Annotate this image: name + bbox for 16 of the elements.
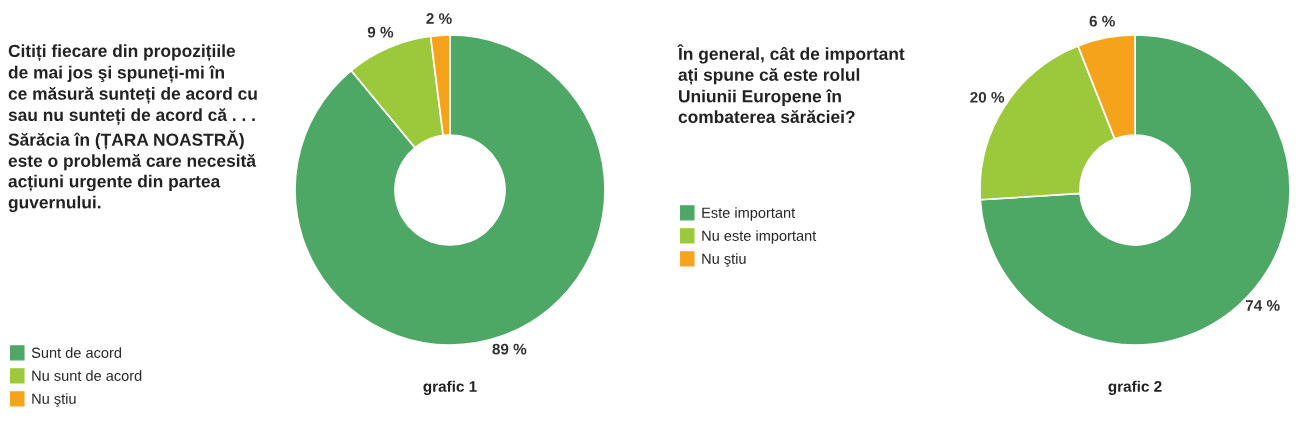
text: grafic 2	[1108, 380, 1162, 395]
text: În general, cât de important ați spune că este rolul Uniunii Europene în combaterea sărăciei?	[677, 44, 905, 124]
data-label: 74 %	[1245, 300, 1280, 311]
legend-label: Este important	[702, 207, 796, 221]
data-label: 89 %	[492, 343, 527, 355]
legend-label: Nu ştiu	[702, 253, 746, 267]
legend-label: Nu este important	[702, 230, 817, 244]
data-label: 20 %	[970, 91, 1005, 103]
data-label: 2 %	[426, 13, 452, 24]
data-label: 9 %	[367, 26, 394, 38]
text: Citiți fiecare din propozițiile de mai jos şi spuneți-mi în ce măsură sunteți de acord cu sau nu sunteți de acord că . . . Sărăcia în (ȚARA NOASTRĂ) este o problemă care necesită acțiuni urgente din partea guvernului.	[8, 44, 257, 213]
legend-label: Nu sunt de acord	[32, 370, 142, 381]
text: grafic 1	[423, 380, 477, 395]
legend-label: Nu ştiu	[32, 393, 76, 407]
legend-label: Sunt de acord	[31, 347, 122, 358]
data-label: 6 %	[1089, 15, 1115, 27]
